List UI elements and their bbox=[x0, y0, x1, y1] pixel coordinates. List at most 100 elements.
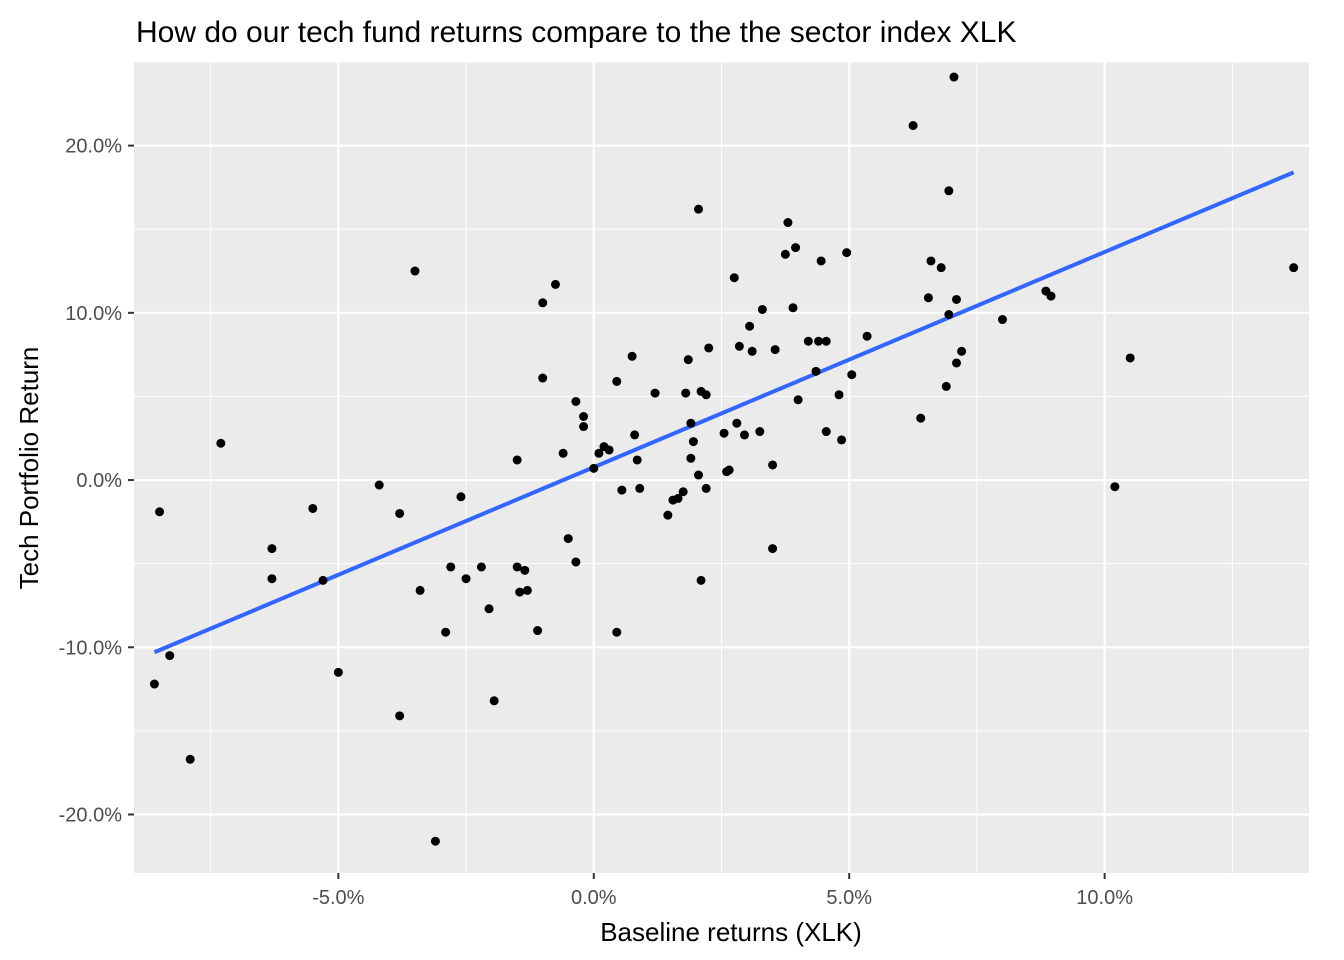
data-point bbox=[308, 503, 318, 513]
data-point bbox=[847, 370, 857, 380]
data-point bbox=[571, 557, 581, 567]
data-point bbox=[941, 381, 951, 391]
data-point bbox=[704, 343, 714, 353]
data-point bbox=[694, 204, 704, 214]
data-point bbox=[563, 534, 573, 544]
data-point bbox=[149, 679, 159, 689]
data-point bbox=[694, 470, 704, 480]
data-point bbox=[936, 263, 946, 273]
data-point bbox=[635, 483, 645, 493]
data-point bbox=[461, 574, 471, 584]
data-point bbox=[520, 565, 530, 575]
data-point bbox=[688, 437, 698, 447]
data-point bbox=[788, 303, 798, 313]
data-point bbox=[770, 345, 780, 355]
data-point bbox=[724, 465, 734, 475]
data-point bbox=[944, 186, 954, 196]
y-tick-label: -10.0% bbox=[59, 637, 123, 659]
data-point bbox=[395, 711, 405, 721]
data-point bbox=[696, 575, 706, 585]
data-point bbox=[632, 455, 642, 465]
x-tick-label: 0.0% bbox=[571, 887, 617, 909]
data-point bbox=[803, 336, 813, 346]
data-point bbox=[395, 508, 405, 518]
data-point bbox=[594, 448, 604, 458]
data-point bbox=[522, 585, 532, 595]
y-tick-label: 20.0% bbox=[65, 136, 122, 158]
data-point bbox=[446, 562, 456, 572]
data-point bbox=[612, 627, 622, 637]
data-point bbox=[783, 218, 793, 228]
data-point bbox=[755, 427, 765, 437]
data-point bbox=[489, 696, 499, 706]
data-point bbox=[816, 256, 826, 266]
data-point bbox=[267, 574, 277, 584]
data-point bbox=[997, 315, 1007, 325]
data-point bbox=[745, 321, 755, 331]
data-point bbox=[678, 487, 688, 497]
data-point bbox=[949, 72, 959, 82]
data-point bbox=[729, 273, 739, 283]
data-point bbox=[155, 507, 165, 517]
data-point bbox=[908, 121, 918, 131]
major-gridlines bbox=[134, 62, 1309, 873]
data-point bbox=[579, 422, 589, 432]
data-point bbox=[683, 355, 693, 365]
data-point bbox=[719, 428, 729, 438]
data-point bbox=[165, 651, 175, 661]
data-point bbox=[1289, 263, 1299, 273]
y-tick-label: -20.0% bbox=[59, 804, 123, 826]
trendline-layer bbox=[153, 170, 1295, 655]
y-tick-label: 10.0% bbox=[65, 303, 122, 325]
data-point bbox=[842, 248, 852, 258]
data-point bbox=[686, 453, 696, 463]
data-point bbox=[952, 294, 961, 304]
data-point bbox=[476, 562, 486, 572]
data-point bbox=[923, 293, 933, 303]
data-point bbox=[456, 492, 466, 502]
data-point bbox=[686, 418, 696, 428]
data-point bbox=[374, 480, 384, 490]
data-point bbox=[216, 438, 226, 448]
data-point bbox=[650, 388, 660, 398]
data-point bbox=[747, 346, 757, 356]
data-point bbox=[558, 448, 568, 458]
data-point bbox=[821, 427, 831, 437]
chart-title: How do our tech fund returns compare to … bbox=[136, 16, 1017, 49]
data-point bbox=[957, 346, 967, 356]
data-point bbox=[515, 587, 525, 597]
data-point bbox=[627, 351, 637, 361]
data-point bbox=[410, 266, 420, 276]
x-axis-title: Baseline returns (XLK) bbox=[600, 917, 862, 947]
data-point bbox=[267, 544, 277, 554]
data-point bbox=[814, 336, 824, 346]
data-point bbox=[630, 430, 640, 440]
data-point bbox=[415, 585, 425, 595]
data-point bbox=[811, 366, 821, 376]
data-point bbox=[739, 430, 749, 440]
data-point bbox=[333, 667, 343, 677]
data-point bbox=[533, 626, 543, 636]
data-point bbox=[441, 627, 451, 637]
x-axis-ticks: -5.0% 0.0% 5.0% 10.0% bbox=[312, 873, 1133, 909]
data-point bbox=[617, 485, 627, 495]
data-point bbox=[732, 418, 742, 428]
data-point bbox=[430, 836, 440, 846]
data-point bbox=[791, 243, 801, 253]
data-point bbox=[821, 336, 831, 346]
data-point bbox=[768, 460, 778, 470]
data-point bbox=[862, 331, 872, 341]
x-tick-label: -5.0% bbox=[312, 887, 364, 909]
data-point bbox=[834, 390, 844, 400]
data-point bbox=[318, 575, 328, 585]
data-point bbox=[780, 249, 790, 259]
data-point bbox=[512, 562, 522, 572]
data-point bbox=[926, 256, 936, 266]
data-point bbox=[916, 413, 926, 423]
data-point bbox=[604, 445, 614, 455]
trend-line bbox=[153, 170, 1295, 655]
data-point bbox=[484, 604, 494, 614]
x-tick-label: 5.0% bbox=[826, 887, 872, 909]
data-point bbox=[612, 376, 622, 386]
